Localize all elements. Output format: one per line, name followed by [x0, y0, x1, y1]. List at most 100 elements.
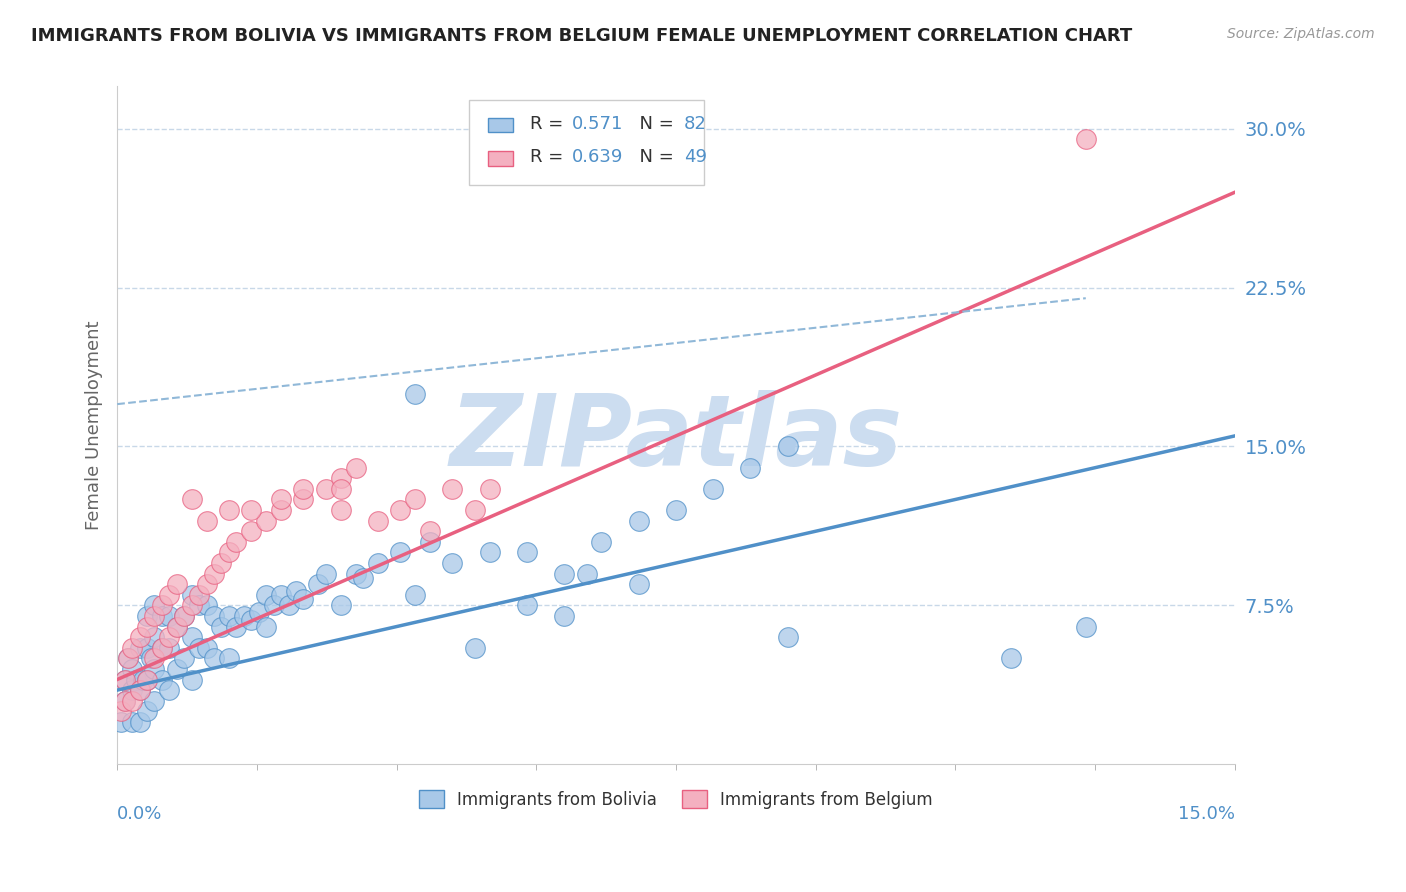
Point	[117, 651, 139, 665]
Point	[352, 571, 374, 585]
Point	[292, 492, 315, 507]
Point	[180, 599, 202, 613]
Point	[292, 482, 315, 496]
Point	[270, 492, 292, 507]
Point	[478, 482, 501, 496]
Point	[188, 599, 211, 613]
Point	[166, 619, 188, 633]
Point	[1074, 619, 1097, 633]
Point	[329, 503, 352, 517]
Point	[202, 651, 225, 665]
Point	[143, 651, 166, 665]
Point	[404, 492, 426, 507]
Point	[136, 609, 159, 624]
Point	[173, 651, 195, 665]
Text: R =: R =	[530, 114, 568, 133]
Point	[114, 673, 136, 687]
Point	[367, 514, 389, 528]
Text: IMMIGRANTS FROM BOLIVIA VS IMMIGRANTS FROM BELGIUM FEMALE UNEMPLOYMENT CORRELATI: IMMIGRANTS FROM BOLIVIA VS IMMIGRANTS FR…	[31, 27, 1132, 45]
FancyBboxPatch shape	[488, 152, 513, 166]
Text: Source: ZipAtlas.com: Source: ZipAtlas.com	[1227, 27, 1375, 41]
Point	[150, 599, 173, 613]
Point	[464, 503, 486, 517]
Point	[157, 640, 180, 655]
Point	[315, 566, 337, 581]
Point	[114, 694, 136, 708]
Point	[166, 577, 188, 591]
Text: 0.639: 0.639	[572, 148, 623, 167]
Point	[553, 609, 575, 624]
Point	[225, 534, 247, 549]
Point	[195, 577, 218, 591]
Text: 0.571: 0.571	[572, 114, 623, 133]
Point	[419, 534, 441, 549]
Point	[218, 503, 240, 517]
Point	[157, 630, 180, 644]
Point	[121, 714, 143, 729]
Point	[464, 640, 486, 655]
Point	[389, 545, 412, 559]
Point	[180, 492, 202, 507]
Point	[277, 599, 299, 613]
Point	[218, 651, 240, 665]
Point	[240, 613, 263, 627]
Point	[367, 556, 389, 570]
Point	[173, 609, 195, 624]
Point	[307, 577, 329, 591]
Point	[419, 524, 441, 539]
Point	[218, 609, 240, 624]
Point	[139, 651, 162, 665]
Text: 49: 49	[683, 148, 707, 167]
Point	[188, 588, 211, 602]
Text: ZIPatlas: ZIPatlas	[450, 391, 903, 487]
FancyBboxPatch shape	[488, 118, 513, 132]
Point	[315, 482, 337, 496]
Point	[516, 545, 538, 559]
Point	[211, 556, 233, 570]
Point	[128, 683, 150, 698]
Point	[117, 651, 139, 665]
FancyBboxPatch shape	[470, 100, 704, 185]
Point	[125, 673, 148, 687]
Point	[263, 599, 285, 613]
Point	[136, 673, 159, 687]
Point	[218, 545, 240, 559]
Point	[232, 609, 254, 624]
Point	[110, 704, 132, 718]
Point	[166, 619, 188, 633]
Point	[180, 588, 202, 602]
Point	[143, 662, 166, 676]
Point	[136, 640, 159, 655]
Point	[121, 694, 143, 708]
Point	[329, 599, 352, 613]
Point	[121, 640, 143, 655]
Point	[285, 583, 308, 598]
Point	[143, 694, 166, 708]
Point	[225, 619, 247, 633]
Point	[202, 566, 225, 581]
Point	[516, 599, 538, 613]
Point	[121, 683, 143, 698]
Point	[128, 683, 150, 698]
Point	[627, 577, 650, 591]
Point	[202, 609, 225, 624]
Point	[121, 662, 143, 676]
Point	[478, 545, 501, 559]
Point	[270, 503, 292, 517]
Text: 82: 82	[683, 114, 707, 133]
Point	[195, 640, 218, 655]
Point	[240, 503, 263, 517]
Point	[188, 640, 211, 655]
Point	[157, 609, 180, 624]
Point	[136, 619, 159, 633]
Point	[114, 694, 136, 708]
Point	[150, 609, 173, 624]
Point	[344, 460, 367, 475]
Point	[776, 630, 799, 644]
Point	[136, 673, 159, 687]
Point	[150, 640, 173, 655]
Point	[292, 592, 315, 607]
Point	[329, 471, 352, 485]
Point	[195, 514, 218, 528]
Point	[254, 588, 277, 602]
